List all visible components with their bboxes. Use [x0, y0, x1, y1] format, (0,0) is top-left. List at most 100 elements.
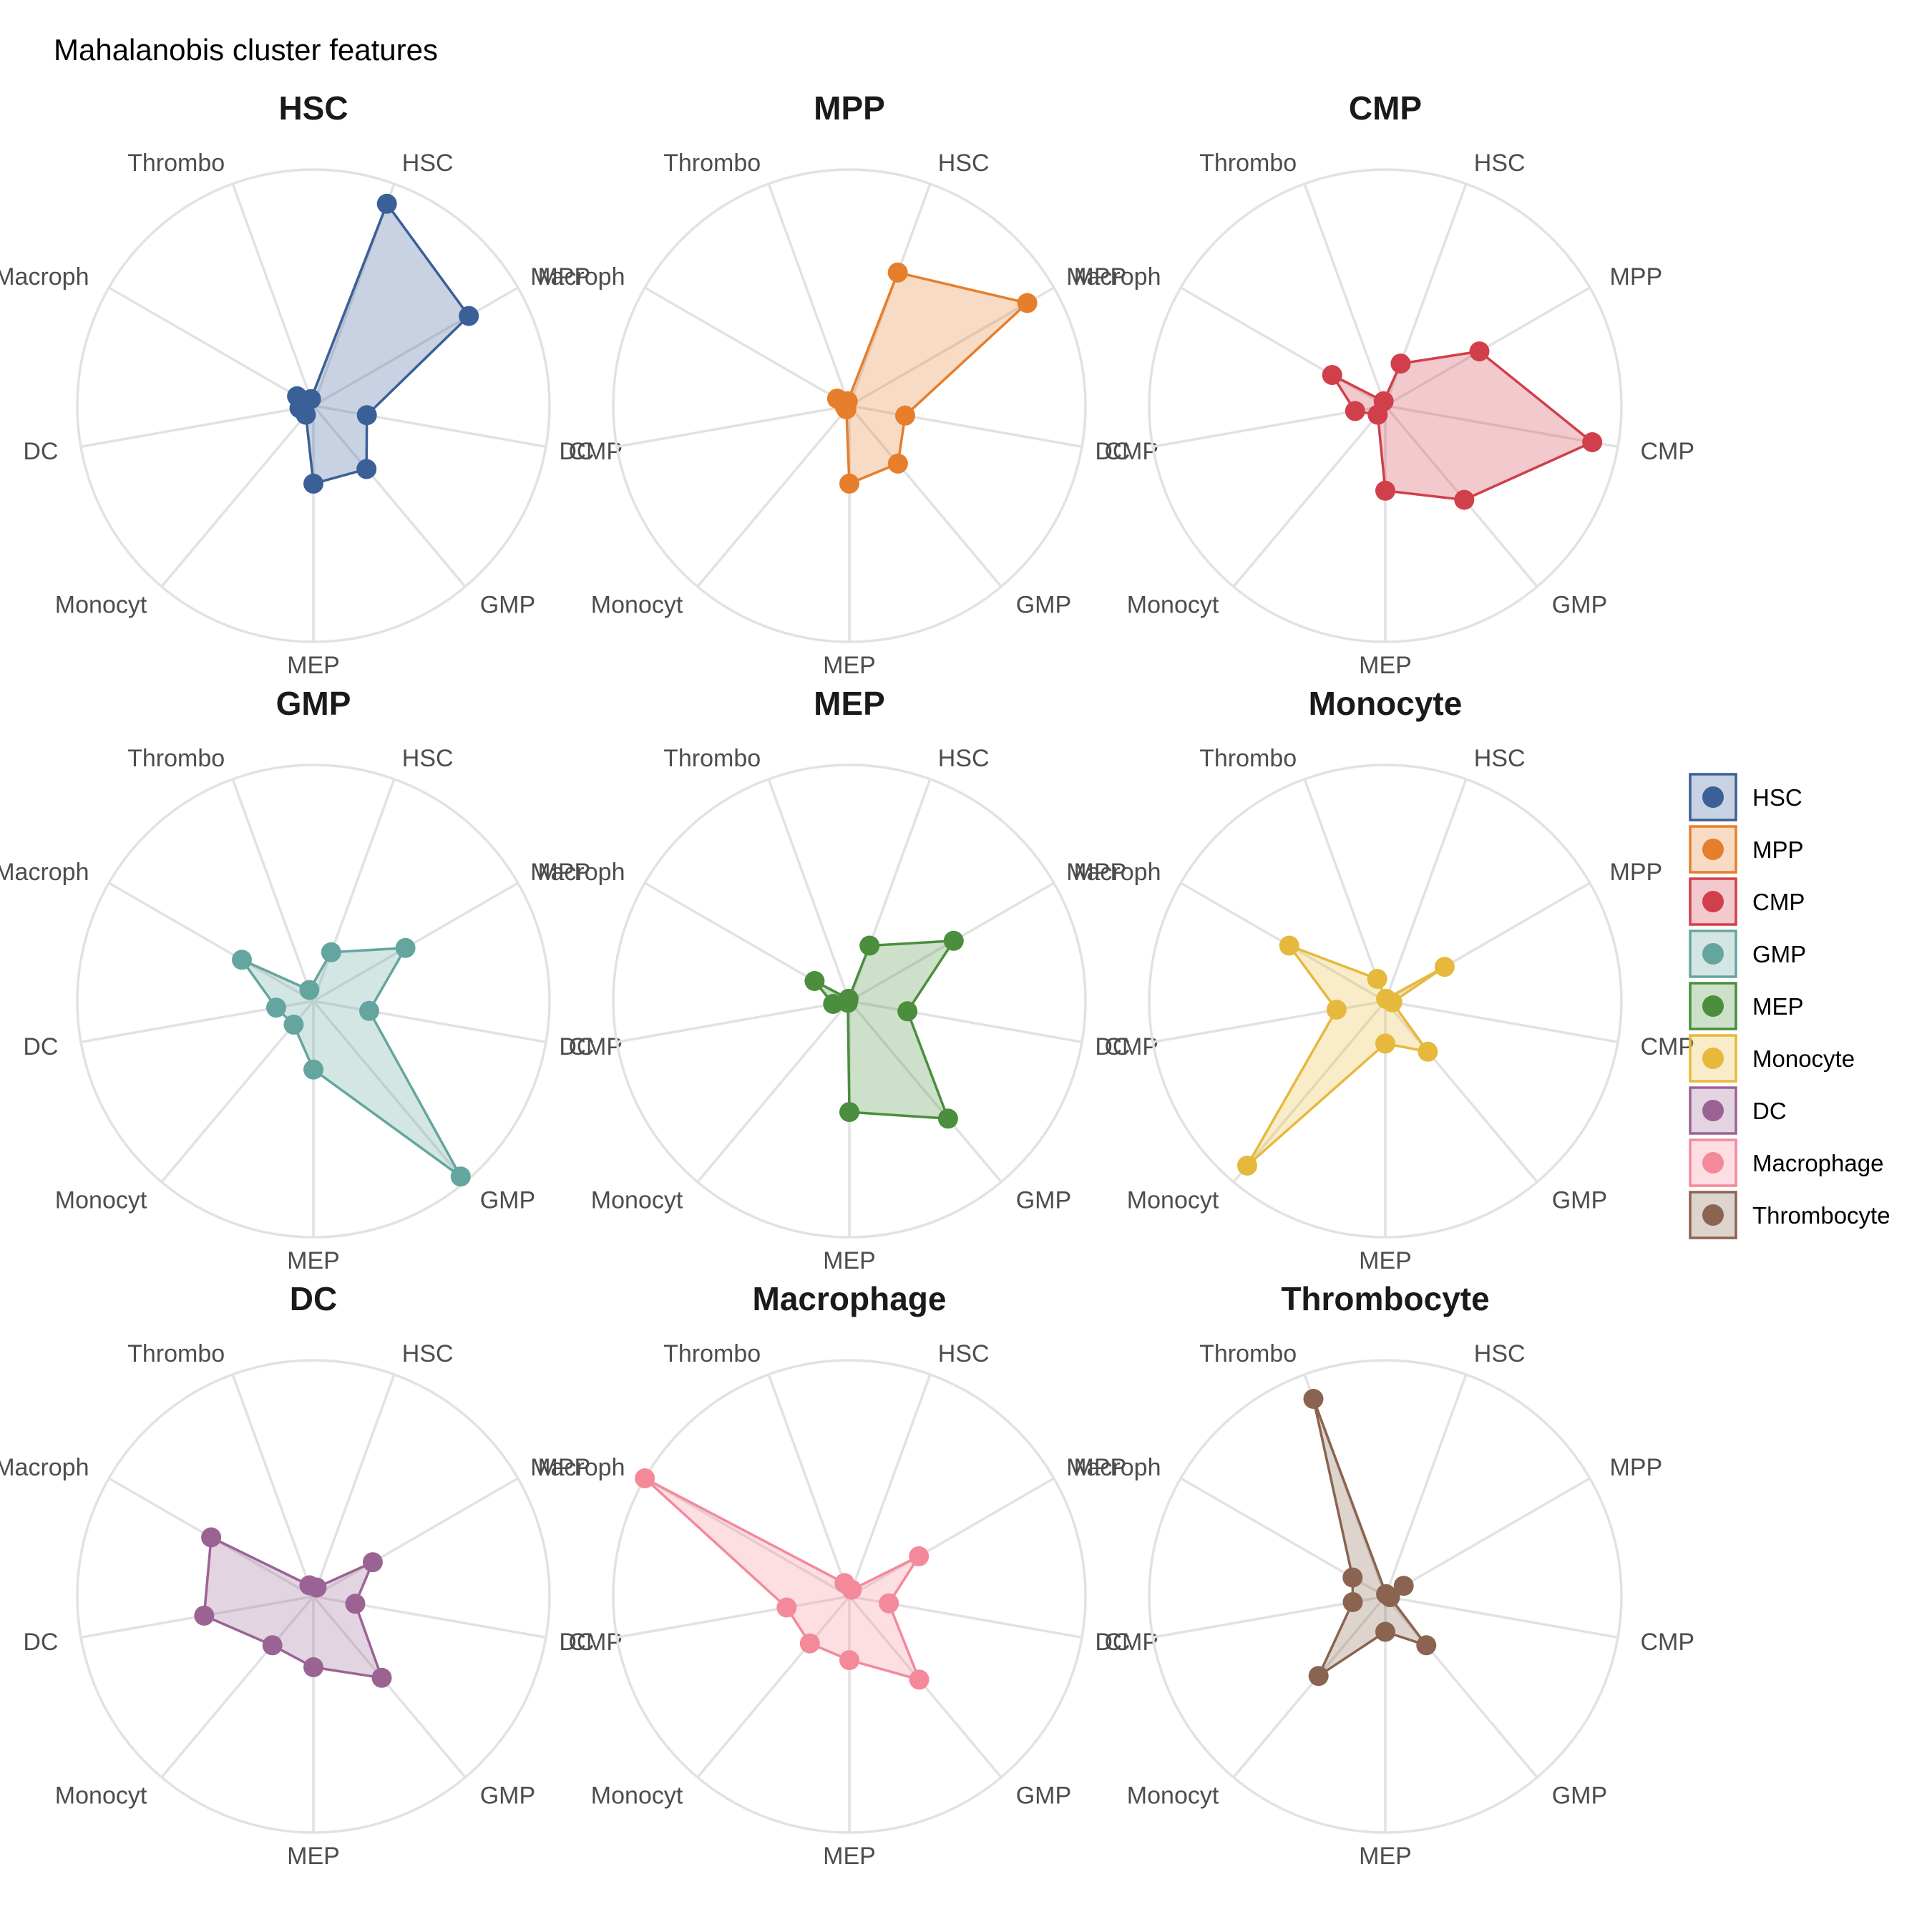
data-point-macrophage-macroph [635, 1468, 655, 1488]
legend-marker-monocyte [1702, 1048, 1724, 1069]
panel-title-gmp: GMP [276, 685, 351, 722]
data-point-mep-cmp [897, 1001, 918, 1022]
grid-spoke [1232, 404, 1387, 587]
grid-spoke [767, 779, 851, 1002]
panel-title-cmp: CMP [1349, 89, 1422, 127]
legend-label-hsc: HSC [1752, 784, 1802, 811]
data-point-monocyte-gmp [1418, 1041, 1438, 1062]
grid-spoke [80, 404, 314, 449]
panel-macrophage: Macrophage HSC MPP CMP GMP MEP Monocyt DC Macrop… [530, 1280, 1158, 1870]
axis-label-cmp: CMP [1641, 1033, 1695, 1060]
axis-label-monocyt: Monocyt [55, 1782, 147, 1809]
axis-label-cmp: CMP [1641, 1629, 1695, 1656]
legend-item-gmp: GMP [1689, 930, 1806, 978]
axis-label-gmp: GMP [480, 1186, 535, 1214]
axis-label-gmp: GMP [1016, 591, 1071, 618]
legend-item-thrombocyte: Thrombocyte [1689, 1191, 1890, 1239]
grid-spoke [696, 404, 851, 587]
data-point-macrophage-gmp [909, 1669, 930, 1690]
axis-label-mep: MEP [823, 1843, 876, 1870]
panel-title-hsc: HSC [278, 89, 348, 127]
data-point-macrophage-mpp [909, 1546, 930, 1566]
grid-spoke [1385, 1477, 1591, 1598]
axis-label-mpp: MPP [1610, 263, 1663, 291]
axis-label-macroph: Macroph [530, 263, 625, 291]
grid-spoke [849, 1000, 1083, 1044]
legend-item-macrophage: Macrophage [1689, 1138, 1883, 1187]
data-point-monocyte-cmp [1382, 992, 1402, 1013]
legend-label-cmp: CMP [1752, 889, 1805, 915]
axis-label-mpp: MPP [1074, 263, 1127, 291]
grid-spoke [231, 183, 315, 406]
data-point-mpp-hsc [887, 262, 908, 283]
data-point-monocyte-mep [1375, 1033, 1395, 1054]
grid-spoke [1385, 1000, 1619, 1044]
axis-label-dc: DC [1095, 1033, 1130, 1060]
grid-spoke [108, 286, 314, 407]
legend-label-monocyte: Monocyte [1752, 1045, 1855, 1072]
axis-label-thrombo: Thrombo [663, 1340, 761, 1367]
axis-label-gmp: GMP [480, 591, 535, 618]
axis-label-cmp: CMP [1105, 1033, 1159, 1060]
axis-label-thrombo: Thrombo [127, 745, 225, 772]
series-area-hsc [296, 203, 470, 485]
data-point-cmp-mpp [1469, 341, 1490, 362]
grid-spoke [1384, 1374, 1468, 1597]
legend-item-dc: DC [1689, 1086, 1787, 1135]
axis-label-mpp: MPP [1074, 1454, 1127, 1481]
axis-label-monocyt: Monocyt [55, 591, 147, 618]
axis-label-thrombo: Thrombo [1199, 150, 1297, 177]
data-point-gmp-hsc [321, 942, 341, 962]
data-point-cmp-thrombo [1373, 391, 1394, 411]
legend-item-cmp: CMP [1689, 877, 1805, 926]
grid-spoke [312, 404, 467, 587]
data-point-hsc-mep [303, 473, 323, 494]
legend: HSC MPP CMP GMP MEP Monocyte DC Macrophage Throm… [1689, 773, 1890, 1239]
data-point-cmp-cmp [1582, 432, 1603, 452]
axis-label-hsc: HSC [1474, 1340, 1526, 1367]
series-area-gmp [240, 947, 462, 1178]
legend-item-mpp: MPP [1689, 825, 1804, 874]
axis-label-dc: DC [1095, 438, 1130, 465]
grid-spoke [616, 1000, 850, 1044]
legend-label-thrombocyte: Thrombocyte [1752, 1202, 1890, 1229]
series-area-mpp [836, 271, 1029, 485]
data-point-mep-mep [839, 1102, 859, 1123]
data-point-mpp-thrombo [837, 391, 858, 411]
axis-label-hsc: HSC [1474, 150, 1526, 177]
axis-label-dc: DC [559, 1629, 594, 1656]
axis-label-thrombo: Thrombo [663, 150, 761, 177]
axis-label-hsc: HSC [402, 745, 454, 772]
axis-label-cmp: CMP [569, 438, 623, 465]
axis-label-gmp: GMP [1552, 1782, 1607, 1809]
axis-label-hsc: HSC [938, 150, 990, 177]
data-point-dc-macroph [201, 1527, 222, 1548]
data-point-hsc-cmp [356, 405, 377, 426]
panel-mep: MEP HSC MPP CMP GMP MEP Monocyt DC Macroph Thromb… [530, 685, 1158, 1274]
series-area-thrombocyte [1312, 1397, 1428, 1677]
data-point-gmp-dc [266, 997, 286, 1018]
axis-label-mep: MEP [287, 1843, 340, 1870]
axis-label-gmp: GMP [480, 1782, 535, 1809]
axis-label-macroph: Macroph [1066, 859, 1161, 886]
grid-spoke [696, 1595, 851, 1778]
data-point-mpp-mpp [1017, 293, 1038, 313]
grid-spoke [644, 286, 850, 407]
axis-label-mep: MEP [287, 1247, 340, 1274]
grid-spoke [849, 404, 1083, 449]
data-point-macrophage-dc [776, 1597, 797, 1618]
axis-label-thrombo: Thrombo [663, 745, 761, 772]
axis-label-dc: DC [23, 1033, 58, 1060]
panel-title-dc: DC [290, 1280, 337, 1317]
data-point-mep-thrombo [838, 988, 859, 1009]
legend-key-cmp [1689, 877, 1737, 926]
series-area-macrophage [643, 1477, 921, 1682]
grid-spoke [1385, 1595, 1619, 1639]
legend-label-mpp: MPP [1752, 836, 1804, 863]
grid-spoke [1152, 1000, 1386, 1044]
data-point-gmp-cmp [359, 1000, 379, 1021]
axis-label-cmp: CMP [569, 1033, 623, 1060]
grid-spoke [313, 404, 547, 449]
legend-label-gmp: GMP [1752, 941, 1806, 967]
